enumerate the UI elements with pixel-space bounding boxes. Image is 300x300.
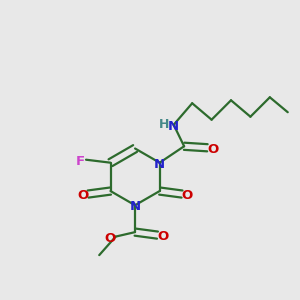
Text: O: O [157,230,169,243]
Text: N: N [154,158,165,171]
Text: N: N [130,200,141,213]
Text: N: N [168,120,179,133]
Text: O: O [77,189,88,202]
Text: O: O [207,143,218,156]
Text: O: O [105,232,116,244]
Text: O: O [182,189,193,202]
Text: H: H [159,118,169,131]
Text: F: F [76,155,85,168]
